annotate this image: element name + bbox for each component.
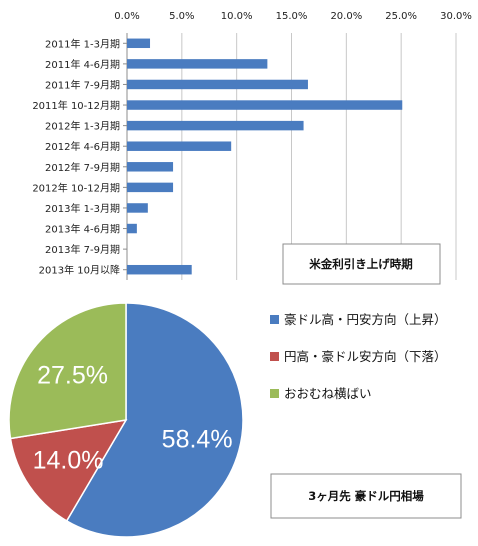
legend-swatch [270,352,279,361]
bar [127,59,268,69]
bar [127,100,403,110]
bar [127,223,137,234]
pie-chart-title-box: 3ヶ月先 豪ドル円相場 [270,473,462,519]
category-label: 2011年 10-12月期 [32,99,120,112]
bar [127,38,151,49]
bars [127,38,403,275]
pie-chart: 58.4% 14.0% 27.5% 豪ドル高・円安方向（上昇） 円高・豪ドル安方向（下… [8,302,462,538]
bar [127,79,308,90]
pie-chart-title: 3ヶ月先 豪ドル円相場 [308,489,424,503]
legend-label: 円高・豪ドル安方向（下落） [284,349,447,364]
category-label: 2011年 4-6月期 [45,58,120,71]
category-label: 2012年 7-9月期 [45,161,120,174]
category-label: 2011年 1-3月期 [45,37,120,50]
pie-slice-label: 58.4% [162,425,233,453]
pie-slice [8,302,127,440]
pie-slices [8,302,244,538]
x-tick-label: 30.0% [440,11,472,22]
category-labels: 2011年 1-3月期 2011年 4-6月期 2011年 7-9月期 2011年 1… [32,37,120,276]
pie-slice [9,419,128,522]
pie-labels: 58.4% 14.0% 27.5% [33,361,233,474]
gridlines [123,33,457,280]
bar-chart-title-box: 米金利引き上げ時期 [282,243,441,285]
bar [127,120,304,131]
bar-chart-title: 米金利引き上げ時期 [308,257,413,271]
x-tick-label: 15.0% [276,11,308,22]
category-label: 2012年 1-3月期 [45,120,120,133]
legend-swatch [270,389,279,398]
bar [127,264,192,275]
pie-slice [65,302,244,538]
pie-slice-label: 14.0% [33,447,104,475]
bar [127,141,232,151]
bar [127,182,174,193]
bar [127,162,174,172]
x-tick-labels: 0.0% 5.0% 10.0% 15.0% 20.0% 25.0% 30.0% [114,11,472,22]
pie-slice-label: 27.5% [37,361,108,389]
x-tick-label: 25.0% [385,11,417,22]
x-tick-label: 5.0% [169,11,194,22]
category-label: 2012年 4-6月期 [45,140,120,153]
x-tick-label: 20.0% [330,11,362,22]
category-label: 2013年 4-6月期 [45,223,120,236]
x-tick-label: 0.0% [114,11,139,22]
bar [127,203,148,213]
pie-legend: 豪ドル高・円安方向（上昇） 円高・豪ドル安方向（下落） おおむね横ばい [270,312,447,401]
category-label: 2011年 7-9月期 [45,78,120,91]
x-tick-label: 10.0% [221,11,253,22]
category-label: 2013年 7-9月期 [45,243,120,256]
legend-swatch [270,315,279,324]
category-label: 2012年 10-12月期 [32,181,120,194]
bar-chart: 0.0% 5.0% 10.0% 15.0% 20.0% 25.0% 30.0% 2011年 … [32,11,472,285]
category-label: 2013年 1-3月期 [45,202,120,215]
category-label: 2013年 10月以降 [39,264,120,277]
legend-label: 豪ドル高・円安方向（上昇） [284,312,447,327]
legend-label: おおむね横ばい [284,386,372,401]
